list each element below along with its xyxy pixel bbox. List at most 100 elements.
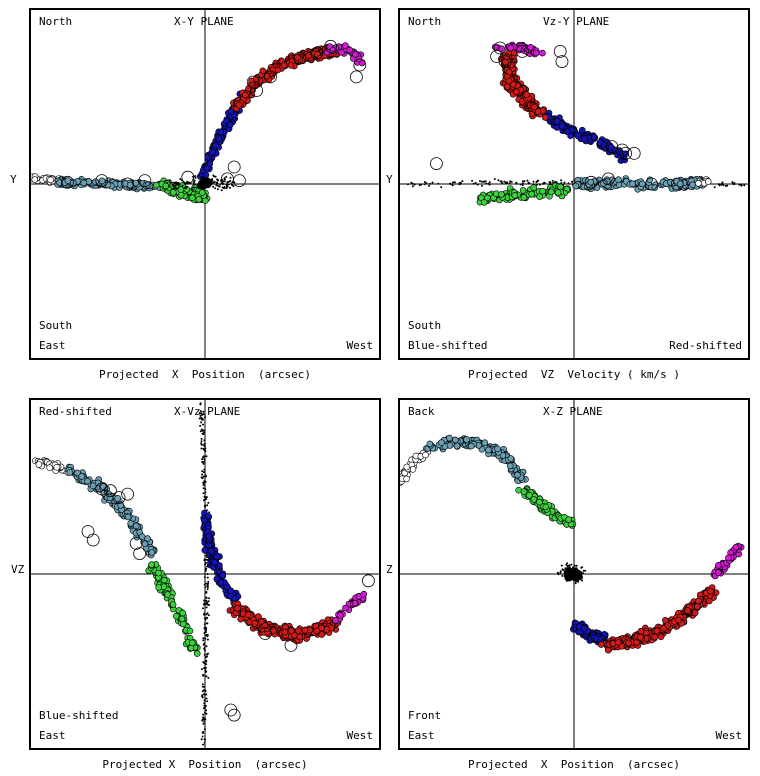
data-point-red (684, 607, 691, 614)
data-point-ring (553, 45, 567, 58)
data-point-dot (208, 597, 210, 600)
data-point-lightblue (106, 494, 114, 501)
data-point-blue (581, 135, 588, 142)
data-point-lightblue (572, 182, 580, 190)
data-point-dot (429, 182, 432, 185)
data-point-dot (523, 180, 526, 183)
data-point-dot (205, 663, 208, 666)
data-point-blue (205, 532, 213, 540)
data-point-black (569, 568, 576, 575)
data-point-lightblue (481, 439, 489, 447)
data-point-blue (596, 139, 604, 146)
data-point-lightblue (80, 179, 88, 187)
data-point-dot (205, 656, 208, 659)
data-point-dot (561, 568, 564, 571)
data-point-ring (644, 177, 658, 191)
data-point-dot (219, 183, 222, 186)
data-point-dot (202, 410, 205, 413)
data-point-green (189, 194, 196, 202)
data-point-dot (203, 741, 206, 744)
data-point-dot (724, 185, 727, 187)
data-point-dot (207, 501, 210, 504)
data-point-green (565, 516, 572, 523)
data-point-dot (171, 183, 174, 186)
data-point-dot (493, 178, 496, 180)
data-point-dot (510, 180, 513, 183)
data-point-dot (515, 181, 518, 184)
data-point-dot (506, 181, 509, 184)
data-point-dot (199, 424, 202, 427)
data-point-dot (193, 183, 196, 186)
data-point-lightblue (507, 455, 515, 462)
data-point-red (604, 646, 612, 654)
data-point-white (31, 176, 39, 183)
data-point-dot (199, 402, 202, 405)
data-point-dot (203, 458, 206, 461)
data-point-blue (217, 579, 225, 586)
data-point-red (693, 603, 701, 610)
corner-bottom-left: East (39, 729, 66, 742)
data-point-ring (181, 170, 195, 184)
data-point-dot (449, 183, 452, 186)
data-point-red (301, 626, 309, 634)
data-point-lightblue (114, 495, 121, 502)
data-point-dot (202, 499, 205, 502)
data-point-lightblue (132, 179, 139, 187)
data-point-dot (205, 693, 208, 696)
data-point-dot (200, 177, 203, 180)
data-point-blue (592, 635, 600, 642)
data-point-dot (207, 600, 210, 603)
data-point-dot (425, 182, 428, 185)
data-point-ring (232, 174, 246, 188)
data-point-red (249, 82, 256, 89)
data-point-dot (200, 428, 203, 431)
data-point-dot (500, 180, 503, 183)
data-point-white (403, 463, 411, 471)
data-point-dot (204, 416, 206, 419)
data-point-dot (484, 180, 487, 183)
data-point-dot (202, 423, 204, 426)
data-point-dot (418, 184, 421, 187)
data-point-dot (536, 180, 539, 183)
data-point-dot (227, 181, 230, 183)
data-point-dot (205, 455, 208, 458)
data-point-dot (479, 180, 481, 183)
data-point-magenta (332, 617, 339, 624)
corner-bottom-left: East (408, 729, 435, 742)
data-point-dot (204, 563, 207, 566)
data-point-red (637, 634, 644, 641)
data-point-green (498, 191, 505, 198)
data-point-magenta (507, 44, 514, 52)
data-point-dot (202, 639, 205, 642)
data-point-dot (205, 659, 207, 662)
data-point-red (504, 83, 511, 90)
data-point-green (520, 194, 528, 201)
data-point-lightblue (98, 177, 106, 185)
data-point-blue (227, 587, 235, 594)
data-point-dot (204, 637, 207, 640)
data-point-ring (584, 175, 598, 189)
data-point-dot (206, 700, 209, 703)
data-point-dot (214, 187, 217, 190)
corner-bottom-left-upper: Front (408, 709, 442, 722)
data-point-dot (577, 580, 580, 583)
data-point-dot (581, 579, 584, 582)
data-point-dot (204, 569, 207, 572)
data-point-dot (204, 669, 207, 672)
data-point-red (675, 616, 682, 624)
data-point-blue (554, 118, 561, 125)
data-point-magenta (527, 43, 534, 51)
data-point-blue (590, 133, 598, 141)
x-axis-label: Projected X Position (arcsec) (102, 758, 308, 771)
data-point-dot (411, 185, 414, 188)
data-point-lightblue (132, 522, 140, 530)
data-point-ring (133, 547, 146, 561)
data-point-dot (207, 614, 210, 617)
data-point-dot (551, 179, 554, 182)
data-point-dot (205, 697, 208, 700)
data-point-magenta (329, 46, 337, 54)
data-point-dot (202, 413, 205, 416)
data-point-blue (607, 143, 615, 151)
data-point-dot (501, 182, 504, 184)
corner-top-left: North (39, 15, 73, 28)
